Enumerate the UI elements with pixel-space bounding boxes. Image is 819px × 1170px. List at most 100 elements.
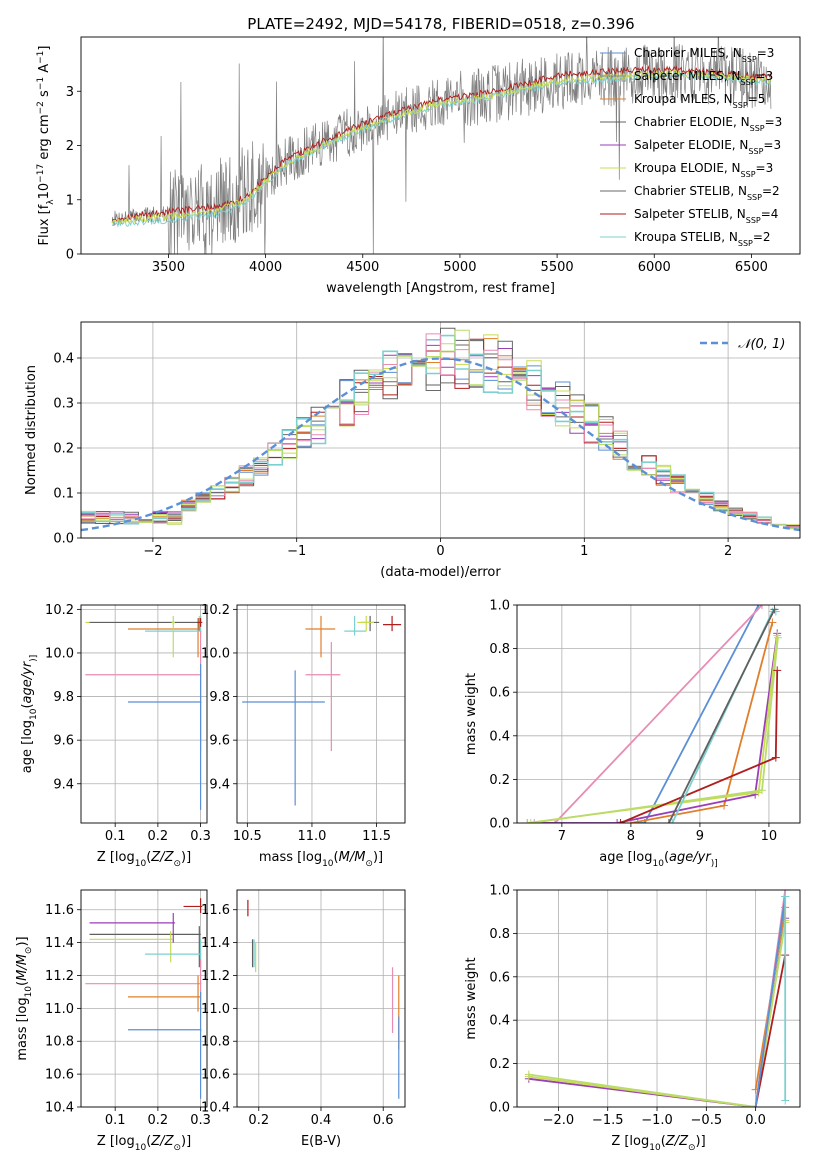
legend-sub: SSP — [750, 124, 765, 133]
point-marker — [530, 819, 539, 823]
legend-entry: Kroupa MILES, NSSP=5 — [634, 92, 765, 110]
panel-mass_vs_Z: 0.1 0.2 0.3 10.4 10.6 10.8 11.0 11.2 11.4 11.6 Z [… — [15, 889, 211, 1153]
axis-label: age [log10(age/yr)] — [599, 850, 717, 869]
axis-label-part: age [log — [599, 850, 652, 865]
point-marker — [771, 753, 780, 762]
data-point — [127, 991, 202, 1099]
axis-label-part: 10 — [24, 986, 34, 998]
axis-label-part: ⊙ — [365, 859, 373, 869]
x-tick-label: −2 — [143, 544, 162, 559]
panel-mass_vs_ebv: 0.2 0.4 0.6 10.4 10.6 10.8 11.0 11.2 11.4 11.6 E(B… — [201, 889, 406, 1149]
y-tick-label: 10.0 — [45, 646, 74, 661]
x-tick-label: 0.0 — [745, 1113, 766, 1128]
y-tick-label: 0.0 — [53, 532, 74, 547]
x-tick-label: 11.5 — [362, 829, 391, 844]
axis-label-part: ⊙ — [24, 947, 34, 955]
y-tick-label: 0.6 — [489, 686, 510, 701]
y-tick-label: 0.2 — [489, 773, 510, 788]
x-axis-label: E(B-V) — [301, 1134, 341, 1149]
y-tick-label: 10.4 — [45, 1101, 74, 1116]
axis-label-part: Z [log — [97, 850, 135, 865]
legend-label: Chabrier ELODIE, N — [634, 115, 750, 129]
axis-label-part: −17 — [36, 164, 46, 183]
x-tick-label: 7 — [558, 829, 566, 844]
legend-entry: Salpeter ELODIE, NSSP=3 — [634, 138, 781, 156]
data-point — [89, 931, 173, 963]
axes-frame — [516, 889, 801, 1108]
x-tick-label: 9 — [696, 829, 704, 844]
y-tick-label: 11.6 — [45, 903, 74, 918]
legend-entry: Salpeter MILES, NSSP=3 — [634, 69, 773, 87]
point-marker — [616, 819, 625, 823]
point-marker — [664, 819, 673, 823]
plot-area — [85, 615, 203, 810]
y-tick-label: 9.8 — [209, 690, 230, 705]
axis-label-part: ( — [334, 850, 339, 865]
point-marker — [768, 618, 777, 627]
legend-sub: SSP — [746, 216, 761, 225]
x-tick-label: 6500 — [735, 260, 768, 275]
y-tick-label: 1 — [66, 193, 74, 208]
y-tick-label: 10.8 — [201, 1035, 230, 1050]
point-marker — [720, 801, 729, 810]
data-point — [383, 615, 402, 632]
y-tick-label: 1.0 — [489, 884, 510, 899]
plot-area — [523, 605, 782, 823]
y-tick-label: 3 — [66, 85, 74, 100]
mass-weight-line — [754, 896, 787, 1107]
x-tick-label: 0 — [436, 544, 444, 559]
axis-label-part: 10 — [649, 1143, 661, 1153]
plot-area — [524, 890, 790, 1107]
y-tick-label: 0.0 — [489, 1101, 510, 1116]
axis-label-part: )] — [15, 936, 30, 946]
y-tick-label: 9.4 — [209, 777, 230, 792]
point-marker — [758, 786, 767, 795]
y-tick-label: 11.0 — [45, 1002, 74, 1017]
x-tick-label: −1.0 — [641, 1113, 673, 1128]
axis-label: Z [log10(Z/Z⊙)] — [97, 850, 191, 869]
axis-label-part: ( — [146, 850, 151, 865]
y-tick-label: 0.6 — [489, 970, 510, 985]
x-tick-label: 0.3 — [190, 829, 211, 844]
legend-entry: Kroupa STELIB, NSSP=2 — [634, 230, 771, 248]
residual-histogram — [81, 329, 800, 530]
mass-weight-line — [754, 954, 787, 1107]
axis-label-part: )] — [373, 850, 383, 865]
y-tick-label: 11.0 — [201, 1002, 230, 1017]
y-tick-label: 10.6 — [45, 1068, 74, 1083]
y-tick-label: 2 — [66, 139, 74, 154]
x-tick-label: 10.5 — [233, 829, 262, 844]
x-tick-label: 5500 — [541, 260, 574, 275]
data-point — [183, 898, 203, 914]
y-tick-label: 0 — [66, 248, 74, 263]
data-point — [305, 615, 336, 658]
axis-label-part: ] — [37, 46, 52, 51]
legend-suffix: =4 — [761, 207, 779, 221]
legend-entry: 𝒩(0, 1) — [738, 337, 785, 352]
axis-label-part: age [log — [20, 720, 35, 773]
axis-label-part: 10 — [653, 859, 665, 869]
axis-label: Z [log10(Z/Z⊙)] — [611, 1134, 705, 1153]
legend-label: Salpeter STELIB, N — [634, 207, 746, 221]
axis-label-part: ⊙ — [173, 1143, 181, 1153]
normal-curve — [81, 357, 800, 532]
legend-label: Kroupa MILES, N — [634, 92, 733, 106]
data-point — [127, 975, 201, 1012]
panel-age_vs_Z: 0.1 0.2 0.39.49.69.810.010.2Z [log10(Z/Z⊙)… — [20, 603, 211, 869]
data-point — [85, 959, 202, 1001]
observed-spectrum — [111, 37, 772, 254]
axis-label-part: Z/Z — [150, 850, 174, 865]
x-tick-label: 4000 — [249, 260, 282, 275]
data-point — [171, 615, 175, 658]
x-tick-label: 0.2 — [248, 1113, 269, 1128]
axes-frame — [516, 604, 801, 824]
mass-weight-line — [534, 605, 763, 823]
axis-label-part: ⊙ — [688, 1143, 696, 1153]
point-marker — [751, 1103, 760, 1107]
axis-label-part: Z/Z — [150, 1134, 174, 1149]
axis-label-part: 10 — [37, 183, 52, 200]
y-tick-label: 9.8 — [53, 690, 74, 705]
axis-label-part: mass [log — [15, 997, 30, 1060]
axis-label-part: Z [log — [611, 1134, 649, 1149]
